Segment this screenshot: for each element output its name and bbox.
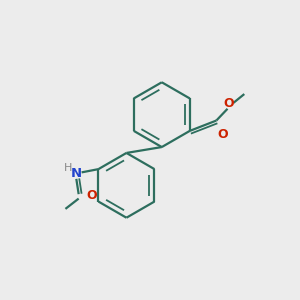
Text: O: O <box>218 128 228 141</box>
Text: N: N <box>71 167 82 180</box>
Text: O: O <box>224 97 234 110</box>
Text: O: O <box>86 189 97 202</box>
Text: H: H <box>64 163 72 173</box>
